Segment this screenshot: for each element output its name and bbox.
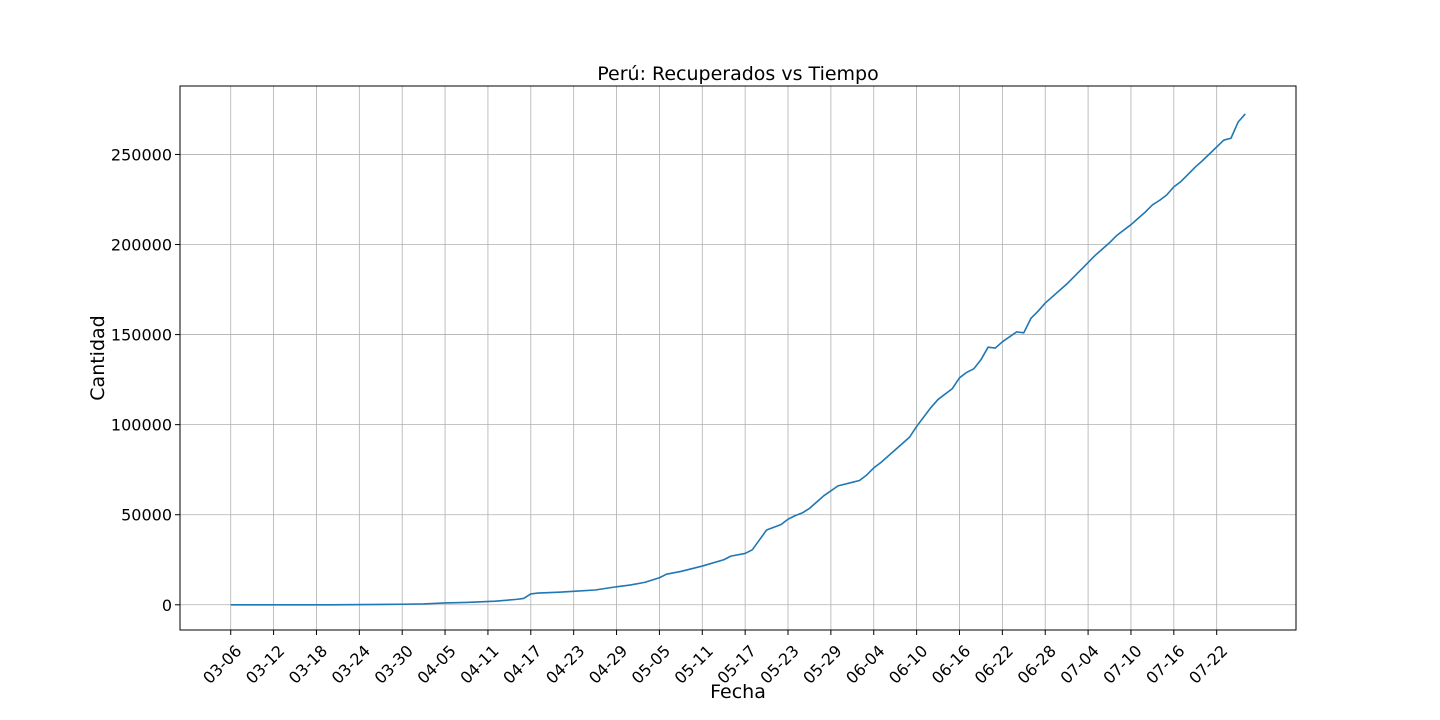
x-tick-label: 07-04 bbox=[1057, 641, 1103, 687]
x-tick-label: 07-10 bbox=[1099, 641, 1145, 687]
series-line bbox=[230, 113, 1246, 606]
y-tick-label: 200000 bbox=[111, 236, 172, 255]
x-axis-label: Fecha bbox=[710, 681, 766, 703]
y-tick-label: 0 bbox=[162, 596, 172, 615]
y-tick-label: 250000 bbox=[111, 145, 172, 164]
x-tick-label: 04-11 bbox=[456, 641, 502, 687]
x-tick-label: 03-30 bbox=[371, 641, 417, 687]
x-tick-label: 06-22 bbox=[971, 641, 1017, 687]
x-tick-label: 06-16 bbox=[928, 641, 974, 687]
x-tick-label: 07-16 bbox=[1142, 641, 1188, 687]
x-tick-label: 06-10 bbox=[885, 641, 931, 687]
x-tick-label: 05-05 bbox=[628, 641, 674, 687]
y-tick-label: 50000 bbox=[121, 506, 172, 525]
x-tick-label: 04-29 bbox=[585, 641, 631, 687]
grid bbox=[180, 86, 1296, 630]
x-tick-label: 03-06 bbox=[199, 641, 245, 687]
y-axis: 0 50000 100000 150000 200000 250000 bbox=[111, 145, 180, 615]
x-tick-label: 05-29 bbox=[799, 641, 845, 687]
x-tick-label: 04-17 bbox=[499, 641, 545, 687]
x-tick-label: 04-05 bbox=[414, 641, 460, 687]
y-axis-label: Cantidad bbox=[87, 315, 109, 400]
series bbox=[230, 113, 1246, 606]
x-tick-label: 06-28 bbox=[1014, 641, 1060, 687]
y-tick-label: 150000 bbox=[111, 326, 172, 345]
x-tick-label: 03-24 bbox=[328, 641, 374, 687]
x-tick-label: 03-12 bbox=[242, 641, 288, 687]
plot-frame bbox=[179, 85, 1297, 631]
x-tick-label: 04-23 bbox=[542, 641, 588, 687]
x-tick-label: 06-04 bbox=[842, 641, 888, 687]
chart-title: Perú: Recuperados vs Tiempo bbox=[597, 63, 878, 85]
y-tick-label: 100000 bbox=[111, 416, 172, 435]
x-tick-label: 07-22 bbox=[1185, 641, 1231, 687]
x-axis: 03-0603-1203-1803-2403-3004-0504-1104-17… bbox=[199, 630, 1231, 688]
x-tick-label: 03-18 bbox=[285, 641, 331, 687]
